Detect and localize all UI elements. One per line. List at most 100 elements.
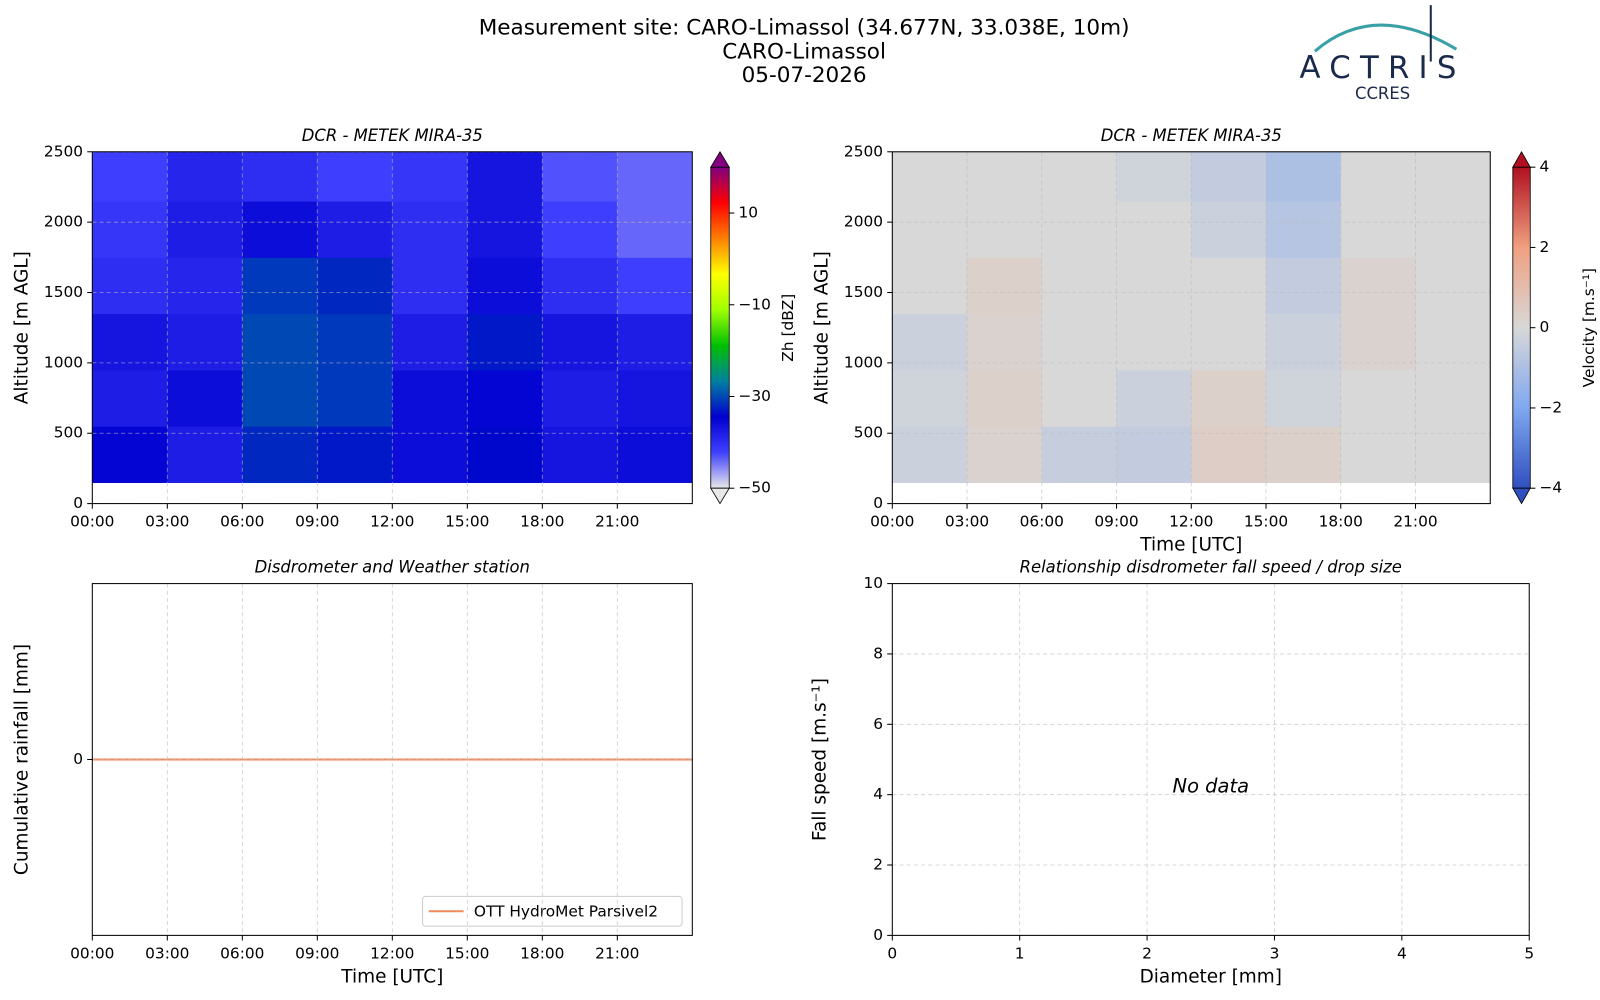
heatmap-cell — [392, 426, 468, 483]
heatmap-cell — [467, 313, 543, 371]
x-tick-label: 15:00 — [445, 944, 489, 962]
heatmap-cell — [467, 151, 543, 202]
y-axis-label: Altitude [m AGL] — [812, 251, 833, 404]
y-tick-label: 2000 — [44, 213, 83, 231]
heatmap-cell — [242, 201, 318, 258]
header-title: Measurement site: CARO-Limassol (34.677N… — [479, 16, 1130, 41]
x-tick-label: 1 — [1015, 944, 1025, 962]
cb-tick-label: 10 — [738, 204, 758, 222]
cb-extend-top — [710, 150, 730, 168]
panel-title: Relationship disdrometer fall speed / dr… — [1020, 558, 1402, 577]
heatmap-cell — [1116, 151, 1192, 202]
x-tick-label: 00:00 — [870, 513, 914, 531]
cb-extend-top — [1512, 150, 1531, 168]
heatmap-cell — [92, 313, 168, 371]
heatmap-cell — [1041, 426, 1118, 483]
heatmap-cell — [542, 151, 618, 202]
x-tick-label: 12:00 — [370, 944, 414, 962]
heatmap-cell — [392, 151, 468, 202]
heatmap-cell — [1415, 257, 1491, 315]
heatmap-cell — [1415, 313, 1491, 371]
heatmap-cell — [892, 201, 968, 258]
y-axis-label: Cumulative rainfall [mm] — [12, 644, 33, 875]
heatmap-cell — [1340, 201, 1417, 258]
heatmap-cell — [92, 201, 168, 258]
heatmap-cell — [967, 257, 1043, 315]
y-tick-label: 500 — [854, 424, 883, 442]
x-axis-label: Time [UTC] — [340, 966, 443, 987]
heatmap-cell — [1266, 151, 1342, 202]
heatmap-cell — [1191, 151, 1267, 202]
x-tick-label: 18:00 — [520, 513, 564, 531]
heatmap-cell — [467, 257, 543, 315]
heatmap-cell — [542, 201, 618, 258]
cb-extend-bottom — [1512, 487, 1531, 505]
y-tick-label: 1000 — [844, 353, 883, 371]
heatmap-cell — [617, 151, 693, 202]
logo-name: ACTRIS — [1300, 50, 1466, 86]
x-tick-label: 21:00 — [595, 513, 639, 531]
heatmap-cell — [317, 426, 393, 483]
heatmap-cell — [242, 369, 318, 427]
x-axis-label: Time [UTC] — [1139, 535, 1242, 556]
heatmap-cell — [892, 369, 968, 427]
x-tick-label: 09:00 — [295, 513, 339, 531]
logo-arc — [1313, 23, 1458, 53]
x-tick-label: 21:00 — [1393, 513, 1437, 531]
heatmap-cell — [392, 201, 468, 258]
x-tick-label: 15:00 — [445, 513, 489, 531]
heatmap-cell — [1266, 369, 1342, 427]
y-tick-label: 6 — [873, 715, 883, 733]
panel-title: DCR - METEK MIRA-35 — [302, 126, 483, 145]
heatmap-cell — [542, 426, 618, 483]
cb-extend-bottom — [710, 487, 730, 505]
x-tick-label: 18:00 — [1319, 513, 1363, 531]
header-site: CARO-Limassol — [722, 39, 886, 64]
legend-label: OTT HydroMet Parsivel2 — [474, 902, 658, 920]
y-tick-label: 0 — [873, 926, 883, 944]
heatmap-cell — [317, 201, 393, 258]
heatmap-cell — [892, 313, 968, 371]
plot-frame — [891, 583, 1530, 936]
plot-frame — [91, 151, 693, 505]
heatmap-cell — [1191, 313, 1267, 371]
x-tick-label: 06:00 — [1020, 513, 1064, 531]
heatmap-cell — [1340, 257, 1417, 315]
heatmap-cell — [1415, 369, 1491, 427]
heatmap-cell — [617, 369, 693, 427]
x-tick-label: 15:00 — [1244, 513, 1288, 531]
x-tick-label: 09:00 — [1094, 513, 1138, 531]
legend-box — [422, 895, 683, 927]
heatmap-cell — [1340, 151, 1417, 202]
y-tick-label: 0 — [73, 750, 83, 768]
y-tick-label: 2500 — [44, 142, 83, 160]
heatmap — [892, 151, 1491, 483]
plot-frame — [91, 583, 693, 936]
cb-tick-label: −50 — [738, 479, 770, 497]
x-tick-label: 21:00 — [595, 944, 639, 962]
heatmap-cell — [542, 313, 618, 371]
heatmap-cell — [167, 313, 243, 371]
heatmap-cell — [967, 151, 1043, 202]
colorbar — [1512, 166, 1531, 489]
heatmap-cell — [167, 257, 243, 315]
y-tick-label: 2 — [873, 856, 883, 874]
x-tick-label: 06:00 — [220, 944, 264, 962]
cb-tick-label: 4 — [1539, 158, 1549, 176]
heatmap-cell — [892, 151, 968, 202]
x-tick-label: 03:00 — [945, 513, 989, 531]
heatmap-cell — [542, 369, 618, 427]
x-tick-label: 2 — [1142, 944, 1152, 962]
cb-tick-label: −10 — [738, 295, 770, 313]
heatmap-cell — [967, 201, 1043, 258]
x-tick-label: 09:00 — [295, 944, 339, 962]
y-tick-label: 1000 — [44, 353, 83, 371]
x-tick-label: 12:00 — [370, 513, 414, 531]
y-axis-label: Altitude [m AGL] — [12, 251, 33, 404]
heatmap-cell — [1191, 369, 1267, 427]
y-tick-label: 1500 — [44, 283, 83, 301]
heatmap-cell — [1266, 313, 1342, 371]
heatmap-cell — [242, 151, 318, 202]
